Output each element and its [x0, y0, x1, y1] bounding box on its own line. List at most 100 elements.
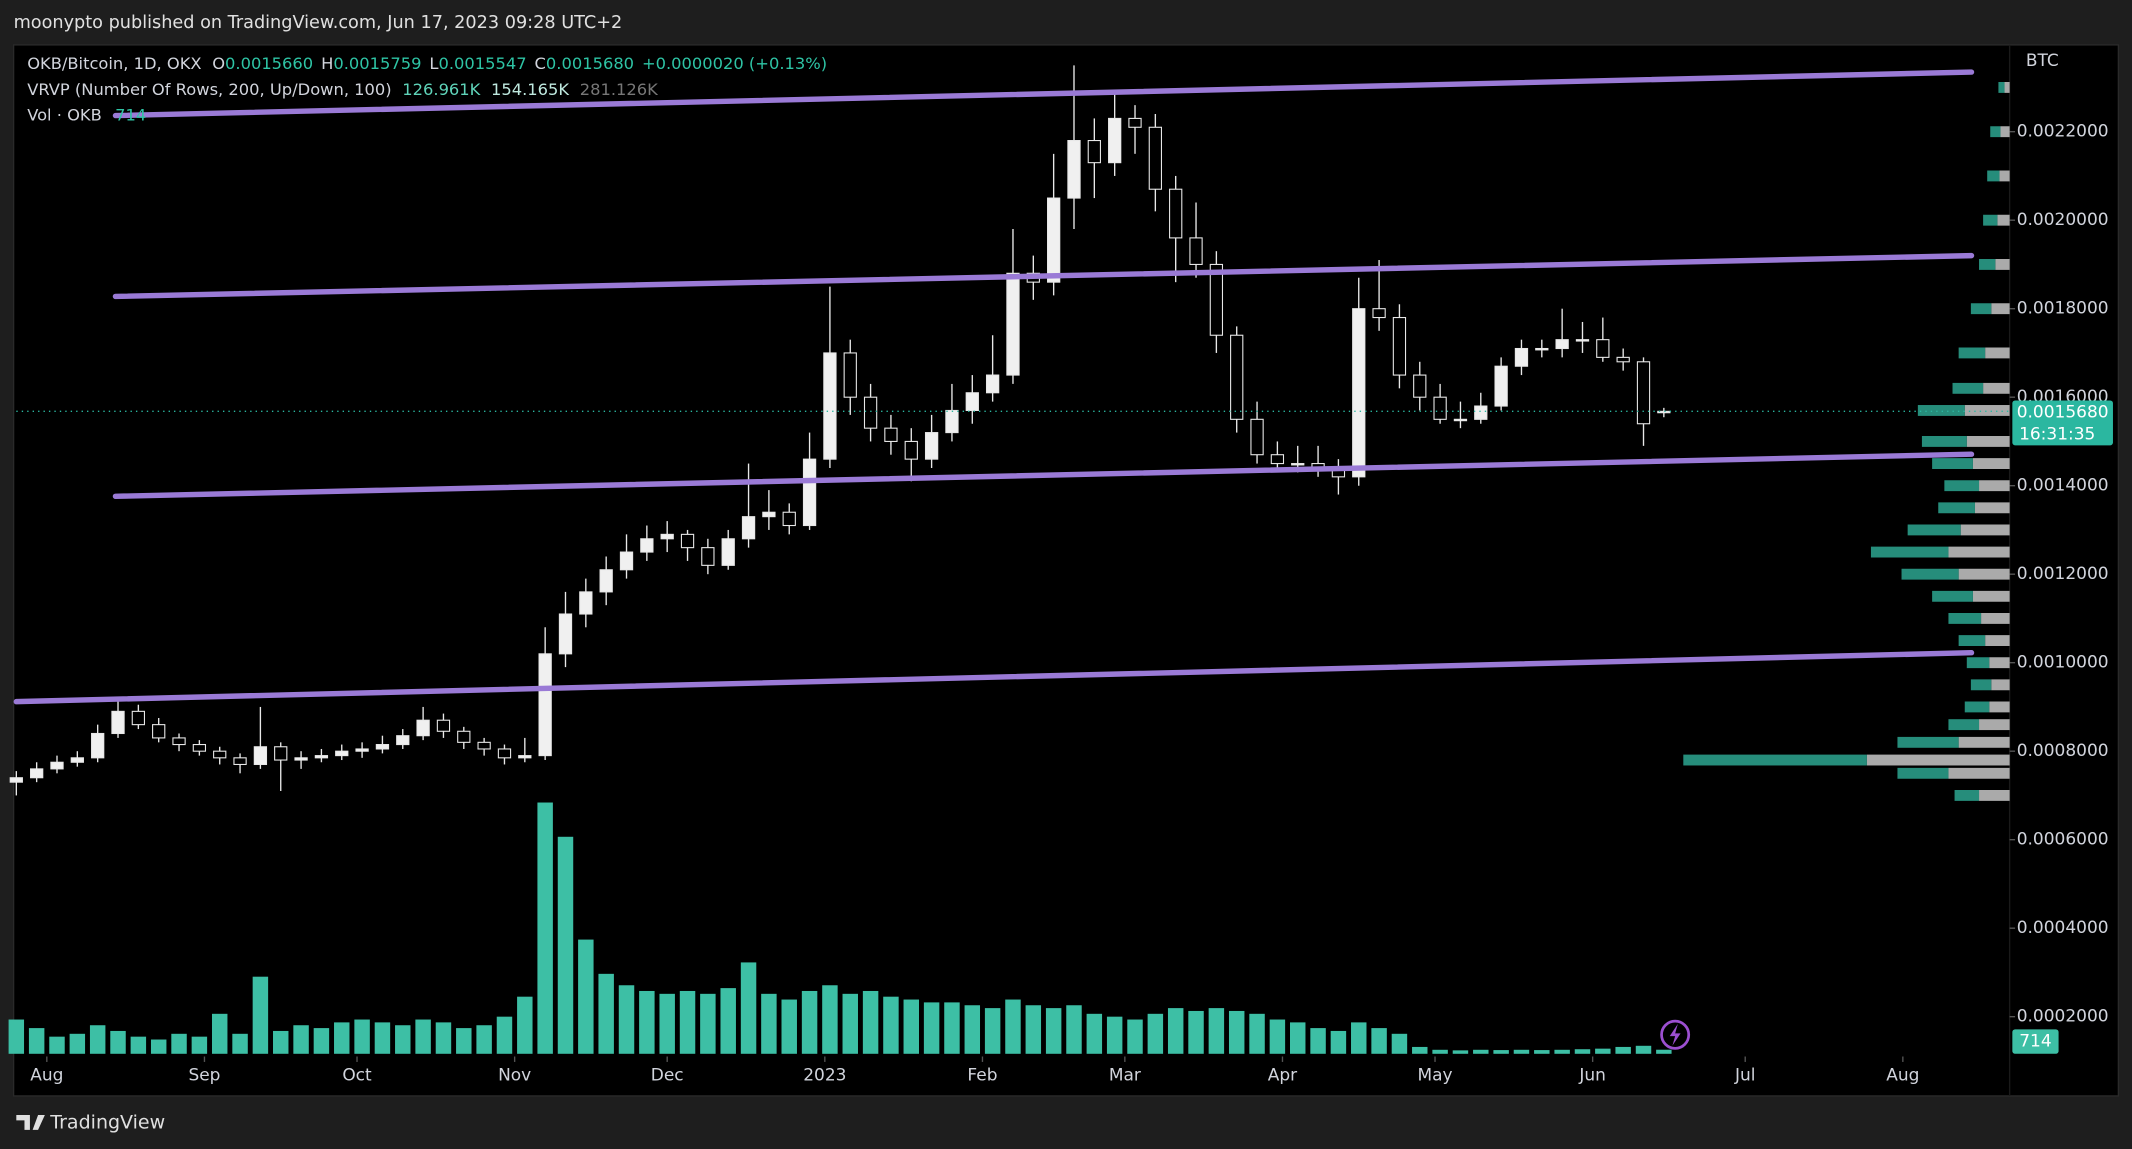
volume-bar — [1290, 1022, 1306, 1054]
volume-bar — [1493, 1050, 1509, 1054]
volume-label: 714 — [2019, 1032, 2051, 1052]
candle-body — [619, 551, 634, 571]
alert-icon[interactable] — [1660, 1019, 1691, 1050]
profile-up — [1938, 502, 1975, 514]
volume-bar — [1432, 1049, 1448, 1054]
publisher-text: moonypto published on TradingView.com, J… — [14, 13, 623, 33]
volume-bar — [923, 1002, 940, 1054]
profile-up — [1998, 82, 2005, 93]
footer-logo[interactable] — [16, 1114, 45, 1130]
volume-bar — [1412, 1046, 1428, 1054]
candle-body — [599, 569, 613, 593]
candle-body — [1006, 272, 1020, 376]
trend-line — [13, 649, 1975, 705]
legend-value: 0.0015547 — [438, 53, 526, 72]
profile-up — [1683, 754, 1867, 766]
volume-bar — [517, 996, 533, 1054]
logo-mark[interactable] — [16, 1114, 45, 1130]
volume-bar — [822, 985, 838, 1054]
volume-bar — [89, 1025, 106, 1054]
profile-down — [1985, 347, 2010, 359]
y-tick-label: 0.0018000 — [2017, 299, 2109, 319]
candle-body — [1067, 139, 1081, 199]
candle-body — [640, 538, 654, 553]
profile-down — [1958, 736, 2010, 748]
alert-bolt[interactable] — [1669, 1023, 1681, 1046]
volume-bar — [883, 996, 899, 1054]
candle-body — [1108, 117, 1122, 164]
legend-volume-value: 714 — [115, 105, 146, 124]
candle-body — [1392, 316, 1407, 376]
y-tick-label: 0.0012000 — [2017, 564, 2109, 584]
profile-up — [1901, 568, 1959, 580]
profile-up — [1979, 259, 1996, 270]
profile-down — [1979, 789, 2010, 801]
footer-brand[interactable]: TradingView — [49, 1112, 165, 1134]
candle-body — [660, 533, 674, 540]
trend-line — [112, 69, 1975, 119]
volume-bar — [842, 993, 858, 1054]
profile-up — [1917, 405, 1965, 416]
alert-circle[interactable] — [1660, 1019, 1691, 1050]
volume-bar — [1269, 1019, 1286, 1054]
profile-down — [1981, 613, 2010, 624]
candle-body — [823, 352, 837, 460]
volume-bar — [1574, 1049, 1591, 1054]
candle-body — [1535, 347, 1549, 351]
candle-body — [192, 744, 207, 752]
profile-down — [1972, 458, 2010, 470]
volume-bar — [1351, 1022, 1367, 1054]
candle-body — [436, 719, 451, 732]
volume-bar — [211, 1013, 228, 1054]
candle-body — [802, 458, 817, 527]
x-tick-label: Jun — [1578, 1066, 1606, 1086]
profile-up — [1970, 679, 1992, 691]
profile-up — [1932, 458, 1973, 470]
candle-body — [1189, 237, 1203, 265]
profile-down — [1948, 546, 2010, 558]
candle-body — [335, 750, 349, 757]
profile-down — [1999, 170, 2010, 182]
candle-body — [1616, 356, 1630, 363]
volume-bar — [618, 985, 635, 1054]
volume-bar — [639, 990, 655, 1054]
volume-bar — [1025, 1005, 1042, 1054]
y-tick-label: 0.0004000 — [2017, 918, 2109, 938]
candle-body — [965, 392, 979, 412]
plot-area: 0.0002000 0.0004000 0.0006000 0.0008000 0.00… — [8, 65, 2109, 1086]
candle-body — [579, 591, 593, 615]
candle-body — [253, 746, 268, 766]
profile-up — [1932, 590, 1973, 602]
volume-bar — [130, 1036, 147, 1054]
candle-body — [1169, 188, 1183, 239]
x-tick-label: Aug — [1886, 1066, 1919, 1086]
candle-body — [1148, 126, 1162, 190]
profile-down — [1983, 382, 2010, 394]
volume-bar — [415, 1019, 431, 1054]
volume-bar — [8, 1019, 25, 1054]
volume-bar — [1005, 999, 1021, 1054]
candle-body — [1372, 308, 1386, 319]
volume-bar — [1534, 1050, 1550, 1054]
profile-down — [1991, 303, 2010, 315]
volume-bar — [598, 973, 614, 1054]
volume-bar — [862, 990, 879, 1054]
y-tick-label: 0.0008000 — [2017, 741, 2109, 761]
candle-body — [233, 757, 247, 766]
candle-body — [1087, 139, 1101, 164]
profile-down — [1979, 719, 2010, 731]
volume-bar — [374, 1022, 391, 1054]
volume-bar — [1045, 1008, 1062, 1054]
candle-body — [70, 757, 84, 763]
legend-vrvp-up: 126.961K — [402, 79, 481, 98]
x-tick-label: Aug — [30, 1066, 63, 1086]
candle-body — [355, 748, 369, 752]
candle-body — [1209, 263, 1224, 336]
volume-bar — [659, 993, 675, 1054]
volume-bar — [1330, 1030, 1347, 1054]
volume-bar — [49, 1036, 65, 1054]
x-tick-label: May — [1417, 1066, 1452, 1086]
candle-body — [863, 396, 878, 429]
legend-value: 0.0015759 — [333, 53, 421, 72]
